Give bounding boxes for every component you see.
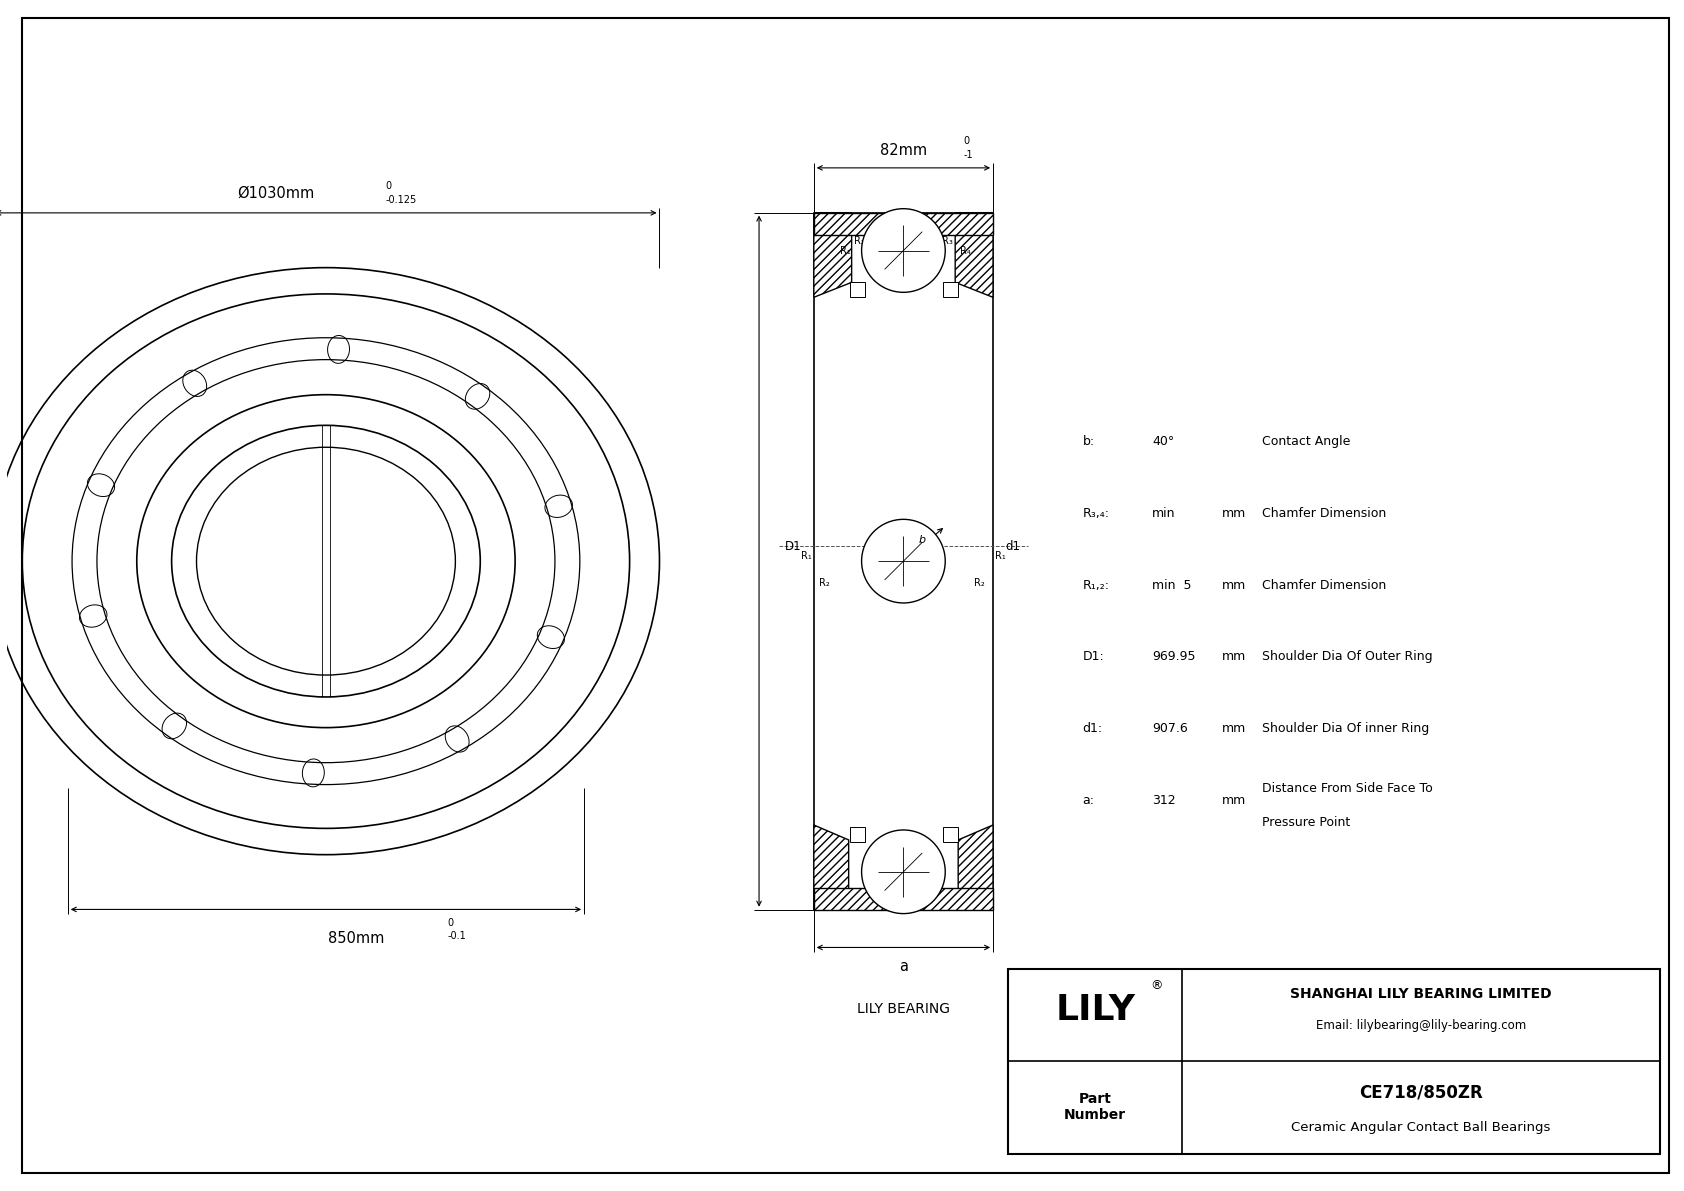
Text: R₄: R₄ [960,245,972,256]
Polygon shape [813,213,994,235]
Text: mm: mm [1223,722,1246,735]
Text: R₁,₂:: R₁,₂: [1083,579,1110,592]
Text: b: b [918,535,926,545]
Text: mm: mm [1223,507,1246,519]
Text: R₂: R₂ [818,578,830,588]
Bar [1009,969,1660,1154]
Text: 82mm: 82mm [879,143,926,158]
Text: D1:: D1: [1083,650,1105,663]
Text: mm: mm [1223,650,1246,663]
Text: LILY: LILY [1056,993,1135,1027]
Text: SHANGHAI LILY BEARING LIMITED: SHANGHAI LILY BEARING LIMITED [1290,987,1553,1002]
Polygon shape [955,213,994,298]
Text: mm: mm [1223,579,1246,592]
Text: Ø1030mm: Ø1030mm [237,186,315,201]
Text: LILY BEARING: LILY BEARING [857,1002,950,1016]
Text: Distance From Side Face To: Distance From Side Face To [1261,781,1433,794]
Text: ®: ® [1150,979,1162,992]
Bar [850,282,864,298]
Text: 0: 0 [386,181,392,191]
Bar [943,827,958,842]
Text: mm: mm [1223,793,1246,806]
Text: min  5: min 5 [1152,579,1192,592]
Polygon shape [813,887,994,910]
Text: 969.95: 969.95 [1152,650,1196,663]
Circle shape [862,519,945,603]
Circle shape [862,208,945,292]
Text: d1: d1 [1005,540,1021,553]
Text: -0.1: -0.1 [448,931,466,941]
Text: min: min [1152,507,1175,519]
Text: R₁: R₁ [995,551,1005,561]
Text: Pressure Point: Pressure Point [1261,816,1351,829]
Text: 0: 0 [963,136,970,146]
Text: Chamfer Dimension: Chamfer Dimension [1261,579,1386,592]
Text: Email: lilybearing@lily-bearing.com: Email: lilybearing@lily-bearing.com [1315,1019,1526,1033]
Polygon shape [813,213,852,298]
Circle shape [862,830,945,913]
Text: D1: D1 [785,540,802,553]
Text: 0: 0 [448,918,453,929]
Text: d1:: d1: [1083,722,1103,735]
Text: R₃,₄:: R₃,₄: [1083,507,1110,519]
Text: Shoulder Dia Of Outer Ring: Shoulder Dia Of Outer Ring [1261,650,1433,663]
Text: R₁: R₁ [840,245,850,256]
Bar [943,282,958,298]
Text: R₂: R₂ [975,578,985,588]
Text: Part
Number: Part Number [1064,1092,1127,1122]
Text: a: a [899,960,908,974]
Text: -1: -1 [963,150,973,160]
Text: b:: b: [1083,435,1095,448]
Text: a:: a: [1083,793,1095,806]
Polygon shape [958,825,994,910]
Text: -0.125: -0.125 [386,195,418,205]
Text: 40°: 40° [1152,435,1174,448]
Text: Chamfer Dimension: Chamfer Dimension [1261,507,1386,519]
Text: 850mm: 850mm [328,931,384,947]
Text: R₃: R₃ [943,236,953,245]
Polygon shape [813,825,849,910]
Text: Contact Angle: Contact Angle [1261,435,1351,448]
Text: 312: 312 [1152,793,1175,806]
Text: CE718/850ZR: CE718/850ZR [1359,1084,1484,1102]
Text: 907.6: 907.6 [1152,722,1189,735]
Text: R₁: R₁ [802,551,812,561]
Text: Ceramic Angular Contact Ball Bearings: Ceramic Angular Contact Ball Bearings [1292,1121,1551,1134]
Bar [850,827,864,842]
Text: Shoulder Dia Of inner Ring: Shoulder Dia Of inner Ring [1261,722,1430,735]
Text: R₂: R₂ [854,236,864,245]
